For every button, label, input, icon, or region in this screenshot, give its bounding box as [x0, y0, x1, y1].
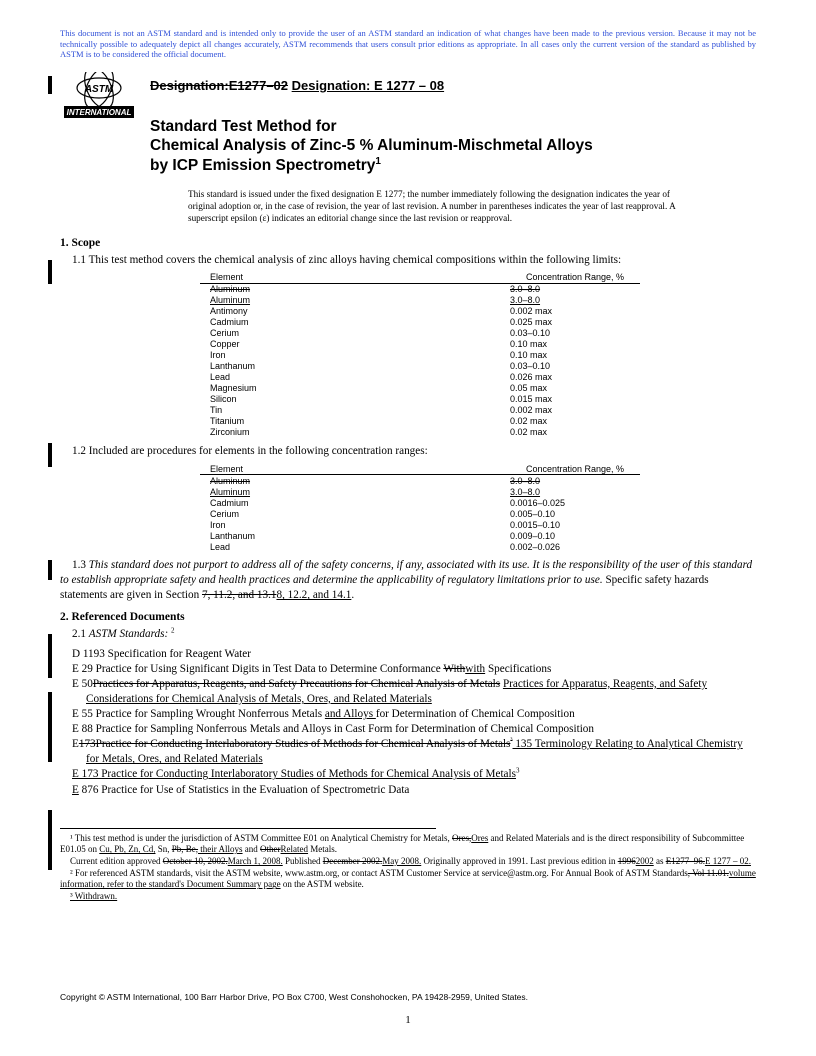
reference-item: E 876 Practice for Use of Statistics in … [60, 783, 756, 798]
table-row: Cadmium0.025 max [200, 317, 640, 328]
table-row: Zirconium0.02 max [200, 427, 640, 438]
table-row: Cerium0.005–0.10 [200, 508, 640, 519]
table-row: Aluminum3.0–8.0 [200, 295, 640, 306]
table-row: Lead0.002–0.026 [200, 541, 640, 552]
table-row: Lanthanum0.009–0.10 [200, 530, 640, 541]
disclaimer-text: This document is not an ASTM standard an… [60, 28, 756, 60]
table-row: Tin0.002 max [200, 405, 640, 416]
reference-item: E 50Practices for Apparatus, Reagents, a… [60, 677, 756, 707]
table-row: Silicon0.015 max [200, 394, 640, 405]
page-number: 1 [0, 1014, 816, 1026]
table-row: Cadmium0.0016–0.025 [200, 497, 640, 508]
table-row: Lead0.026 max [200, 372, 640, 383]
designation-old: Designation:E1277–02 [150, 78, 288, 93]
issue-note: This standard is issued under the fixed … [188, 189, 676, 225]
reference-item: E 173 Practice for Conducting Interlabor… [60, 767, 756, 782]
svg-text:ASTM: ASTM [84, 84, 114, 95]
section-2-head: 2. Referenced Documents [60, 611, 756, 623]
table-row: Magnesium0.05 max [200, 383, 640, 394]
designation-new: Designation: E 1277 – 08 [292, 78, 444, 93]
table-row: Aluminum3.0–8.0 [200, 283, 640, 295]
table-row: Iron0.10 max [200, 350, 640, 361]
reference-item: E 29 Practice for Using Significant Digi… [60, 662, 756, 677]
referenced-documents-list: D 1193 Specification for Reagent WaterE … [60, 647, 756, 798]
table-row: Aluminum3.0–8.0 [200, 486, 640, 497]
reference-item: E 88 Practice for Sampling Nonferrous Me… [60, 722, 756, 737]
table-row: Aluminum3.0–8.0 [200, 475, 640, 487]
composition-table-2: ElementConcentration Range, % Aluminum3.… [200, 463, 756, 552]
svg-text:INTERNATIONAL: INTERNATIONAL [67, 108, 132, 117]
copyright-line: Copyright © ASTM International, 100 Barr… [60, 992, 756, 1002]
para-1-1: 1.1 This test method covers the chemical… [60, 253, 756, 268]
table-row: Iron0.0015–0.10 [200, 519, 640, 530]
para-1-3: 1.3 This standard does not purport to ad… [60, 558, 756, 603]
table-row: Antimony0.002 max [200, 306, 640, 317]
reference-item: E 55 Practice for Sampling Wrought Nonfe… [60, 707, 756, 722]
astm-logo: ASTM INTERNATIONAL [60, 72, 138, 118]
para-1-2: 1.2 Included are procedures for elements… [60, 444, 756, 459]
table-row: Cerium0.03–0.10 [200, 328, 640, 339]
table-row: Titanium0.02 max [200, 416, 640, 427]
document-title: Standard Test Method for Chemical Analys… [150, 117, 756, 175]
designation-line: Designation:E1277–02 Designation: E 1277… [150, 78, 756, 93]
table-row: Copper0.10 max [200, 339, 640, 350]
footnotes: ¹ This test method is under the jurisdic… [60, 833, 756, 903]
para-2-1: 2.1 ASTM Standards: 2 [60, 627, 756, 642]
reference-item: E173Practice for Conducting Interlaborat… [60, 737, 756, 767]
section-1-head: 1. Scope [60, 237, 756, 249]
reference-item: D 1193 Specification for Reagent Water [60, 647, 756, 662]
composition-table-1: ElementConcentration Range, % Aluminum3.… [200, 272, 756, 438]
table-row: Lanthanum0.03–0.10 [200, 361, 640, 372]
